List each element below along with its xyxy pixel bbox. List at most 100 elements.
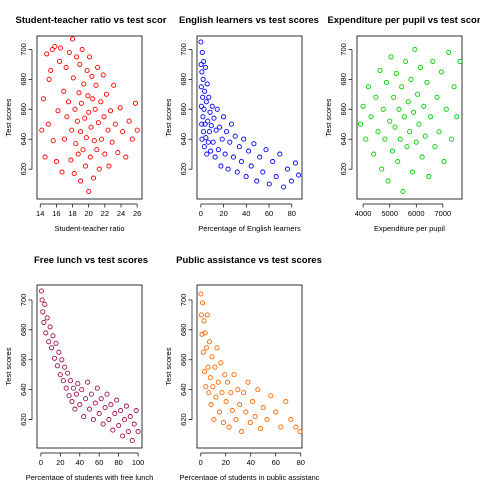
data-point	[404, 59, 408, 63]
data-point	[47, 77, 51, 81]
data-point	[79, 130, 83, 134]
data-point	[269, 394, 273, 398]
data-point	[105, 392, 109, 396]
data-point	[244, 410, 248, 414]
data-point	[47, 340, 51, 344]
data-point	[101, 422, 105, 426]
plot-frame	[197, 36, 302, 199]
data-point	[58, 373, 62, 377]
panel-1: Student-teacher ratio vs test scor 14 16 18…	[4, 15, 167, 233]
y-tick-label: 640	[19, 383, 28, 396]
data-point	[380, 167, 384, 171]
data-point	[68, 379, 72, 383]
data-point	[244, 175, 248, 179]
data-point	[49, 68, 53, 72]
data-point	[121, 434, 125, 438]
data-point	[66, 371, 70, 375]
data-point	[383, 137, 387, 141]
data-point	[224, 400, 228, 404]
data-point	[201, 95, 205, 99]
data-point	[87, 55, 91, 59]
data-point	[408, 130, 412, 134]
data-point	[201, 77, 205, 81]
data-point	[205, 152, 209, 156]
data-point	[215, 107, 219, 111]
data-point	[111, 428, 115, 432]
data-point	[213, 365, 217, 369]
data-point	[278, 152, 282, 156]
y-tick-label: 640	[179, 383, 188, 396]
data-point	[433, 145, 437, 149]
data-point	[206, 119, 210, 123]
data-point	[60, 358, 64, 362]
data-point	[400, 85, 404, 89]
data-point	[229, 122, 233, 126]
data-point	[231, 155, 235, 159]
data-point	[78, 403, 82, 407]
x-tick-label: 0	[199, 209, 203, 218]
data-point	[99, 397, 103, 401]
panel-2: English learners vs test scores 0 20 40 60 80…	[164, 15, 319, 233]
y-tick-label: 640	[179, 133, 188, 146]
data-point	[70, 400, 74, 404]
data-point	[130, 137, 134, 141]
panel-3: Expenditure per pupil vs test scor 4000 50…	[324, 15, 480, 233]
data-point	[124, 155, 128, 159]
y-tick-label: 660	[179, 354, 188, 367]
data-point	[48, 325, 52, 329]
data-point	[235, 170, 239, 174]
data-point	[56, 109, 60, 113]
x-tick-label: 0	[39, 458, 43, 467]
x-tick-label: 24	[117, 209, 125, 218]
data-point	[220, 137, 224, 141]
data-point	[271, 160, 275, 164]
data-point	[232, 373, 236, 377]
x-tick-label: 40	[242, 209, 250, 218]
y-tick-label: 700	[179, 294, 188, 307]
data-point	[246, 380, 250, 384]
y-tick-label: 640	[19, 133, 28, 146]
data-point	[86, 380, 90, 384]
data-point	[279, 425, 283, 429]
data-point	[234, 418, 238, 422]
y-tick-label: 660	[19, 354, 28, 367]
data-point	[113, 412, 117, 416]
x-tick-label: 100	[132, 458, 145, 467]
chart-title: Public assistance vs test scores	[176, 255, 322, 266]
data-point	[233, 134, 237, 138]
x-tick-label: 20	[85, 209, 93, 218]
y-tick-label: 640	[339, 133, 348, 146]
data-point	[258, 155, 262, 159]
data-point	[78, 62, 82, 66]
panel-5: Public assistance vs test scores0 20 40 60 8…	[164, 255, 322, 480]
data-point	[204, 346, 208, 350]
data-point	[209, 124, 213, 128]
data-point	[76, 152, 80, 156]
data-point	[204, 385, 208, 389]
data-point	[369, 115, 373, 119]
data-point	[267, 182, 271, 186]
data-point	[200, 50, 204, 54]
data-point	[406, 100, 410, 104]
data-point	[414, 140, 418, 144]
x-tick-label: 7000	[435, 209, 452, 218]
data-point	[86, 94, 90, 98]
data-point	[417, 122, 421, 126]
data-point	[74, 142, 78, 146]
data-point	[422, 104, 426, 108]
data-point	[201, 130, 205, 134]
data-point	[366, 85, 370, 89]
data-point	[70, 128, 74, 132]
data-point	[223, 152, 227, 156]
data-point	[118, 106, 122, 110]
data-point	[73, 407, 77, 411]
data-point	[256, 388, 260, 392]
data-point	[212, 116, 216, 120]
data-point	[73, 107, 77, 111]
data-point	[82, 82, 86, 86]
data-point	[249, 164, 253, 168]
y-tick-label: 660	[179, 103, 188, 116]
data-point	[211, 385, 215, 389]
data-point	[202, 370, 206, 374]
data-point	[199, 85, 203, 89]
